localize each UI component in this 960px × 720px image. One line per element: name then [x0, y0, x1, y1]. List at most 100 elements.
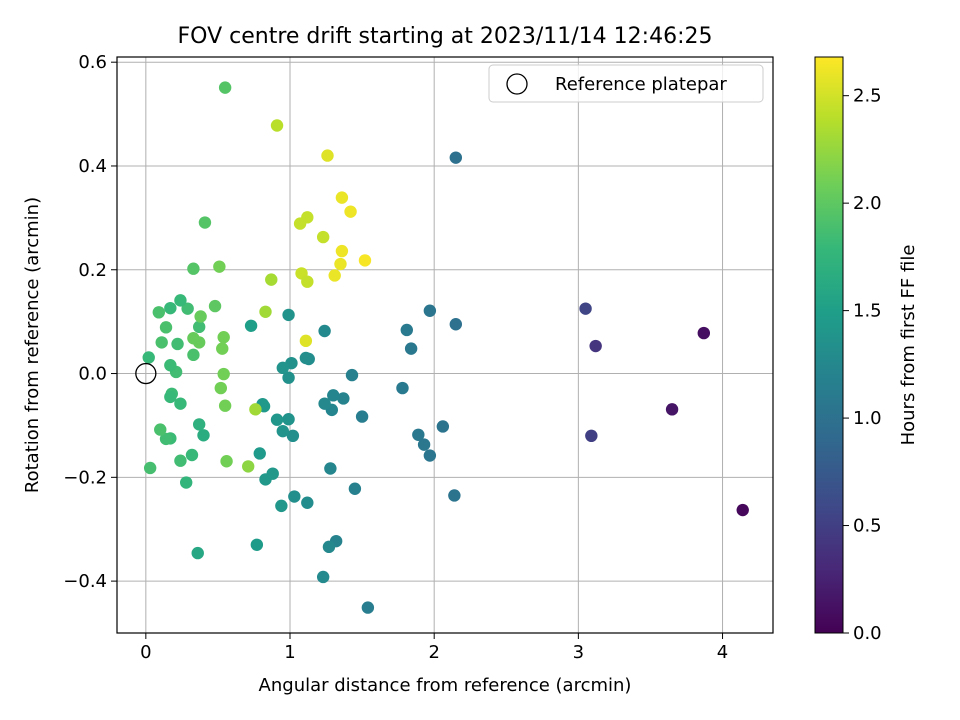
data-point — [218, 81, 232, 94]
colorbar-tick-label: 1.5 — [853, 301, 882, 322]
data-point — [187, 262, 200, 275]
data-point — [299, 334, 313, 348]
data-point — [324, 462, 337, 475]
data-point — [275, 499, 288, 513]
data-point — [589, 339, 602, 353]
y-tick-label: −0.4 — [63, 571, 107, 592]
data-points — [135, 81, 749, 614]
colorbar-tick-label: 2.5 — [853, 86, 882, 107]
y-tick-label: 0.6 — [78, 52, 107, 73]
grid — [117, 57, 773, 633]
legend-label-reference: Reference platepar — [555, 74, 727, 95]
data-point — [449, 151, 463, 164]
data-point — [259, 305, 272, 318]
data-point — [328, 269, 341, 282]
data-point — [159, 432, 173, 446]
data-point — [217, 367, 230, 381]
chart-title: FOV centre drift starting at 2023/11/14 … — [178, 24, 713, 49]
data-point — [198, 216, 212, 229]
x-axis-label: Angular distance from reference (arcmin) — [259, 675, 632, 696]
colorbar-tick-label: 0.0 — [853, 623, 882, 644]
data-point — [316, 230, 330, 244]
data-point — [249, 403, 262, 416]
data-point — [423, 304, 437, 317]
colorbar-gradient — [814, 56, 844, 634]
data-point — [270, 413, 284, 426]
x-tick-label: 3 — [573, 642, 584, 663]
colorbar-tick-label: 0.5 — [853, 516, 882, 537]
x-tick-label: 0 — [140, 642, 151, 663]
axes: 0 1 2 3 4 −0.4 −0.2 0.0 0.2 0.4 0.6 — [63, 52, 774, 663]
legend-marker-reference — [506, 73, 528, 95]
data-point — [250, 538, 264, 551]
data-point — [174, 397, 187, 410]
data-point — [665, 403, 679, 416]
colorbar-tick-label: 2.0 — [853, 193, 882, 214]
data-point — [164, 301, 177, 315]
data-point — [579, 302, 592, 315]
data-point — [337, 392, 350, 405]
data-point — [217, 331, 230, 344]
data-point — [417, 438, 431, 451]
data-point — [152, 306, 166, 319]
y-tick-label: −0.2 — [63, 467, 107, 488]
data-point — [164, 390, 177, 404]
plot-area — [117, 57, 773, 633]
colorbar-ticks: 0.0 0.5 1.0 1.5 2.0 2.5 — [843, 86, 882, 644]
data-point — [736, 503, 749, 517]
data-point — [436, 420, 450, 433]
data-point — [316, 570, 330, 584]
data-point — [335, 244, 349, 258]
data-point — [404, 342, 418, 355]
data-point — [192, 418, 206, 431]
data-point — [216, 342, 229, 355]
data-point — [180, 476, 193, 489]
data-point — [154, 423, 167, 436]
data-point — [585, 429, 598, 443]
data-point — [191, 546, 204, 560]
data-point — [181, 302, 194, 315]
data-point — [345, 368, 359, 382]
reference-platepar-marker — [135, 362, 157, 385]
x-tick-label: 1 — [284, 642, 295, 663]
data-point — [282, 308, 295, 322]
legend: Reference platepar — [488, 64, 764, 103]
data-point — [400, 323, 413, 337]
data-point — [174, 454, 187, 467]
data-point — [220, 455, 233, 468]
colorbar-tick-label: 1.0 — [853, 408, 882, 429]
data-point — [185, 448, 199, 462]
data-point — [213, 260, 226, 273]
data-point — [335, 191, 349, 204]
data-point — [318, 324, 331, 338]
data-point — [361, 601, 375, 614]
data-point — [334, 257, 347, 271]
data-point — [423, 449, 437, 462]
data-point — [270, 119, 284, 132]
data-point — [448, 489, 461, 502]
data-point — [143, 461, 157, 475]
data-point — [327, 389, 340, 402]
data-point — [187, 332, 200, 345]
data-point — [197, 429, 210, 442]
colorbar-label: Hours from first FF file — [898, 245, 919, 446]
data-point — [194, 310, 207, 323]
data-point — [159, 321, 173, 334]
data-point — [282, 371, 295, 384]
data-point — [299, 351, 313, 365]
data-point — [218, 399, 232, 412]
data-point — [244, 319, 258, 332]
axes-frame — [116, 56, 774, 634]
data-point — [208, 299, 222, 313]
data-point — [276, 424, 290, 438]
data-point — [155, 336, 168, 349]
data-point — [301, 211, 314, 224]
x-tick-label: 2 — [428, 642, 439, 663]
x-tick-label: 4 — [717, 642, 728, 663]
y-tick-label: 0.0 — [78, 364, 107, 385]
data-point — [449, 318, 463, 331]
data-point — [142, 351, 155, 364]
data-point — [321, 149, 334, 162]
data-point — [396, 381, 409, 395]
